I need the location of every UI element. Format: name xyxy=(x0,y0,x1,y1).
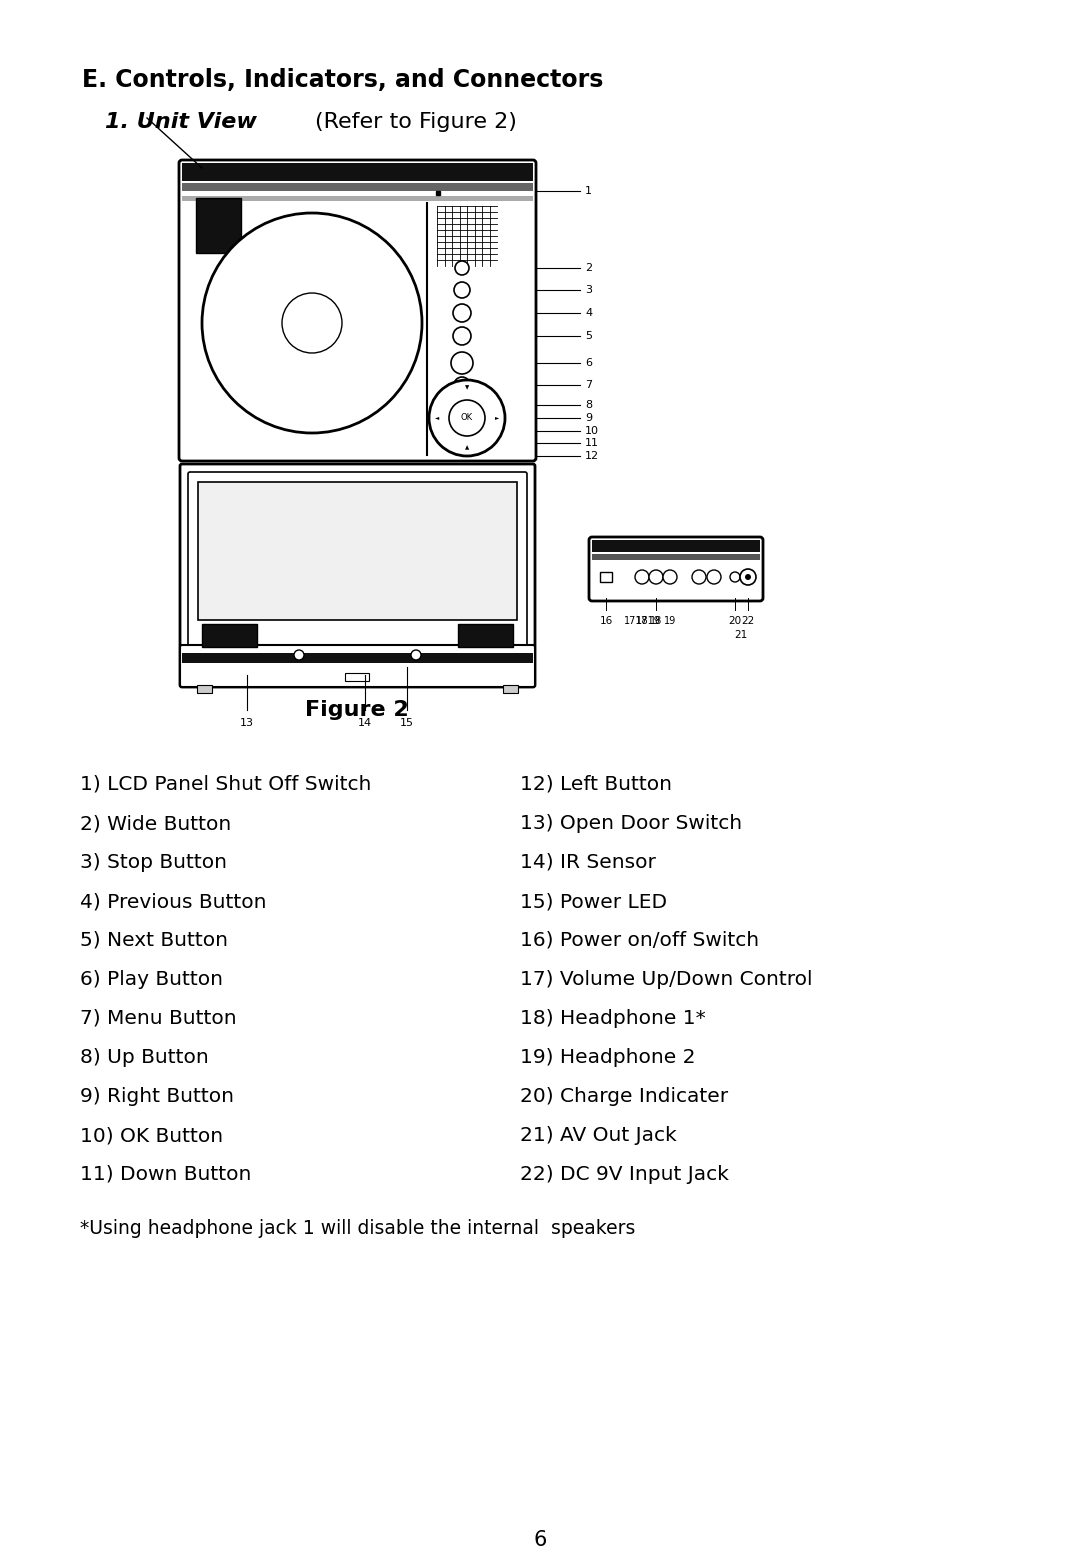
Text: 22) DC 9V Input Jack: 22) DC 9V Input Jack xyxy=(519,1164,729,1185)
FancyBboxPatch shape xyxy=(188,472,527,678)
Text: 20: 20 xyxy=(728,616,742,627)
Text: ◄: ◄ xyxy=(435,416,440,420)
Text: Figure 2: Figure 2 xyxy=(306,700,409,721)
Circle shape xyxy=(455,261,469,275)
Circle shape xyxy=(707,570,721,585)
Text: ►: ► xyxy=(495,416,499,420)
Text: 12) Left Button: 12) Left Button xyxy=(519,775,672,794)
Text: 19: 19 xyxy=(664,616,676,627)
Text: 5) Next Button: 5) Next Button xyxy=(80,932,228,950)
Circle shape xyxy=(202,213,422,433)
Text: 6: 6 xyxy=(585,358,592,367)
Bar xyxy=(600,572,612,581)
Text: 9: 9 xyxy=(585,413,592,424)
Bar xyxy=(202,624,257,647)
Text: 18: 18 xyxy=(650,616,662,627)
Text: 10) OK Button: 10) OK Button xyxy=(80,1125,224,1146)
Text: 4) Previous Button: 4) Previous Button xyxy=(80,892,267,911)
Text: 16: 16 xyxy=(599,616,612,627)
Circle shape xyxy=(663,570,677,585)
Bar xyxy=(197,685,212,692)
Text: 22: 22 xyxy=(741,616,755,627)
Bar xyxy=(592,539,760,552)
Text: 11: 11 xyxy=(585,438,599,449)
Text: 21) AV Out Jack: 21) AV Out Jack xyxy=(519,1125,677,1146)
Bar xyxy=(183,183,534,191)
Bar xyxy=(183,653,534,663)
Text: 19) Headphone 2: 19) Headphone 2 xyxy=(519,1049,696,1068)
Bar xyxy=(195,199,241,253)
Circle shape xyxy=(451,352,473,374)
FancyBboxPatch shape xyxy=(180,646,535,688)
Text: 2: 2 xyxy=(585,263,592,274)
Text: 8: 8 xyxy=(585,400,592,410)
Text: 14: 14 xyxy=(357,717,373,728)
Circle shape xyxy=(454,377,470,392)
Circle shape xyxy=(282,292,342,353)
FancyBboxPatch shape xyxy=(180,464,535,688)
Bar xyxy=(503,685,518,692)
Text: 171819: 171819 xyxy=(623,616,661,627)
Text: ▼: ▼ xyxy=(464,386,469,391)
Text: 6) Play Button: 6) Play Button xyxy=(80,971,222,989)
Text: (Refer to Figure 2): (Refer to Figure 2) xyxy=(315,113,517,131)
Text: *Using headphone jack 1 will disable the internal  speakers: *Using headphone jack 1 will disable the… xyxy=(80,1219,635,1238)
FancyBboxPatch shape xyxy=(179,159,536,461)
Text: 7) Menu Button: 7) Menu Button xyxy=(80,1010,237,1028)
Circle shape xyxy=(294,650,303,660)
Text: 7: 7 xyxy=(585,380,592,391)
Text: 13) Open Door Switch: 13) Open Door Switch xyxy=(519,814,742,833)
Circle shape xyxy=(649,570,663,585)
Text: 21: 21 xyxy=(734,630,747,639)
Text: 1) LCD Panel Shut Off Switch: 1) LCD Panel Shut Off Switch xyxy=(80,775,372,794)
Circle shape xyxy=(453,327,471,345)
Circle shape xyxy=(453,303,471,322)
Text: 3) Stop Button: 3) Stop Button xyxy=(80,853,227,872)
Text: OK: OK xyxy=(461,414,473,422)
Bar xyxy=(198,481,517,621)
Text: 13: 13 xyxy=(240,717,254,728)
Text: 14) IR Sensor: 14) IR Sensor xyxy=(519,853,656,872)
Text: 2) Wide Button: 2) Wide Button xyxy=(80,814,231,833)
Circle shape xyxy=(411,650,421,660)
Text: E. Controls, Indicators, and Connectors: E. Controls, Indicators, and Connectors xyxy=(82,69,604,92)
Text: 17: 17 xyxy=(636,616,648,627)
Text: 17) Volume Up/Down Control: 17) Volume Up/Down Control xyxy=(519,971,812,989)
Text: ▲: ▲ xyxy=(464,445,469,450)
Text: 1: 1 xyxy=(585,186,592,195)
Text: 18) Headphone 1*: 18) Headphone 1* xyxy=(519,1010,705,1028)
Text: 15) Power LED: 15) Power LED xyxy=(519,892,667,911)
Text: 15: 15 xyxy=(400,717,414,728)
Bar xyxy=(183,163,534,181)
Text: 10: 10 xyxy=(585,427,599,436)
Text: 8) Up Button: 8) Up Button xyxy=(80,1049,208,1068)
Circle shape xyxy=(740,569,756,585)
Bar xyxy=(592,553,760,560)
FancyBboxPatch shape xyxy=(589,538,762,602)
Bar xyxy=(458,624,513,647)
Circle shape xyxy=(449,400,485,436)
Text: 20) Charge Indicater: 20) Charge Indicater xyxy=(519,1086,728,1107)
Text: 12: 12 xyxy=(585,452,599,461)
Bar xyxy=(183,195,534,202)
Text: 4: 4 xyxy=(585,308,592,317)
Circle shape xyxy=(635,570,649,585)
Text: 9) Right Button: 9) Right Button xyxy=(80,1086,234,1107)
Text: 5: 5 xyxy=(585,331,592,341)
Circle shape xyxy=(454,281,470,299)
Circle shape xyxy=(429,380,505,456)
Circle shape xyxy=(745,574,751,580)
Text: 16) Power on/off Switch: 16) Power on/off Switch xyxy=(519,932,759,950)
Circle shape xyxy=(692,570,706,585)
Bar xyxy=(345,674,369,681)
Text: 1. Unit View: 1. Unit View xyxy=(105,113,257,131)
Text: 3: 3 xyxy=(585,284,592,295)
Text: 6: 6 xyxy=(534,1530,546,1550)
Circle shape xyxy=(730,572,740,581)
Text: 11) Down Button: 11) Down Button xyxy=(80,1164,252,1185)
